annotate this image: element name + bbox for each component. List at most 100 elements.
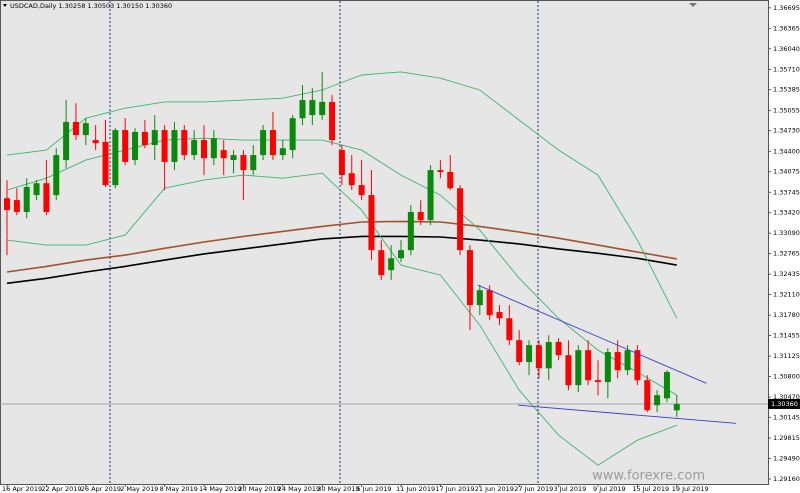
candle-body [299,100,306,119]
candle-body [506,318,513,341]
candle-body [663,372,670,399]
candle-body [53,155,60,196]
candle-body [63,121,70,161]
candle-body [220,150,227,159]
y-tick-label: 1.30800 [773,372,800,380]
candle-body [555,342,562,356]
candle-body [181,130,188,156]
y-tick-label: 1.33745 [773,188,800,196]
current-price-label: 1.30360 [771,400,798,408]
y-tick-label: 1.36695 [773,4,800,12]
candle-body [309,100,316,116]
y-tick-label: 1.30145 [773,413,800,421]
candle-body [526,345,533,363]
candle-body [4,198,10,211]
candle-body [338,150,345,176]
overlay-line [6,235,677,285]
watermark: www.forexre.com [592,469,705,484]
candle-body [72,121,79,136]
candle-body [368,195,375,251]
candle-body [102,141,109,186]
candle-body [595,380,601,383]
candle-body [92,140,99,144]
candle-body [417,211,424,221]
chart-title: USDCAD,Daily 1.30258 1.30503 1.30150 1.3… [10,2,172,10]
x-tick-label: 3 Jul 2019 [554,485,587,493]
x-tick-label: 16 Apr 2019 [2,485,42,493]
x-tick-label: 20 May 2019 [238,485,280,493]
x-tick-label: 26 Apr 2019 [81,485,121,493]
candle-body [269,130,276,156]
candle-body [496,312,503,319]
candle-body [535,345,542,369]
y-tick-label: 1.29160 [773,475,800,483]
x-tick-label: 17 Jun 2019 [435,485,474,493]
candle-body [516,340,523,363]
candle-body [82,123,89,136]
candle-body [289,118,296,151]
candle-body [673,403,680,411]
candle-body [171,130,178,162]
x-tick-label: 5 Jun 2019 [357,485,392,493]
candle-body [437,170,444,172]
candle-body [457,188,464,251]
candle-body [565,355,572,386]
candle-body [545,342,552,369]
candle-body [407,211,414,251]
y-tick-label: 1.33090 [773,229,800,237]
y-tick-label: 1.34400 [773,147,800,155]
candle-body [33,183,40,196]
candle-body [388,258,395,271]
candle-body [476,290,483,306]
y-tick-label: 1.35055 [773,106,800,114]
candle-body [329,101,336,141]
candle-body [575,350,582,386]
plot-layer [0,71,768,466]
candle-body [23,186,30,212]
candle-body [585,350,592,381]
x-tick-label: 9 Jul 2019 [593,485,626,493]
x-tick-label: 14 May 2019 [199,485,241,493]
candle-body [634,350,641,381]
current-price-box [768,398,800,409]
y-tick-label: 1.29490 [773,454,800,462]
candle-body [13,200,20,212]
candle-body [486,290,493,316]
candle-body [398,250,404,259]
candle-body [201,140,207,159]
candle-body [43,183,50,212]
candle-body [466,250,473,306]
candle-body [210,138,217,159]
x-tick-label: 2 May 2019 [120,485,158,493]
candle-body [132,131,139,161]
x-tick-label: 21 Jun 2019 [475,485,514,493]
candle-body [319,101,326,116]
candle-body [358,185,365,196]
x-tick-label: 24 May 2019 [278,485,320,493]
x-tick-label: 15 Jul 2019 [632,485,669,493]
candle-body [250,155,257,171]
candle-body [279,148,286,156]
y-tick-label: 1.35710 [773,65,800,73]
y-tick-label: 1.32765 [773,250,800,258]
overlay-line [6,172,677,466]
y-tick-label: 1.34730 [773,127,800,135]
y-tick-label: 1.36040 [773,45,800,53]
candle-body [604,352,611,383]
candle-body [141,131,148,146]
y-tick-label: 1.34075 [773,168,800,176]
candle-body [260,130,267,156]
y-tick-label: 1.31780 [773,311,800,319]
candle-body [624,350,631,371]
y-tick-label: 1.36365 [773,24,800,32]
x-tick-label: 27 Jun 2019 [514,485,553,493]
candle-body [191,140,198,156]
overlay-line [6,220,677,273]
candle-body [230,155,237,161]
y-tick-label: 1.29815 [773,434,800,442]
candle-body [122,130,129,162]
menu-arrow [3,4,7,7]
y-tick-label: 1.35385 [773,86,800,94]
candle-body [644,380,651,411]
